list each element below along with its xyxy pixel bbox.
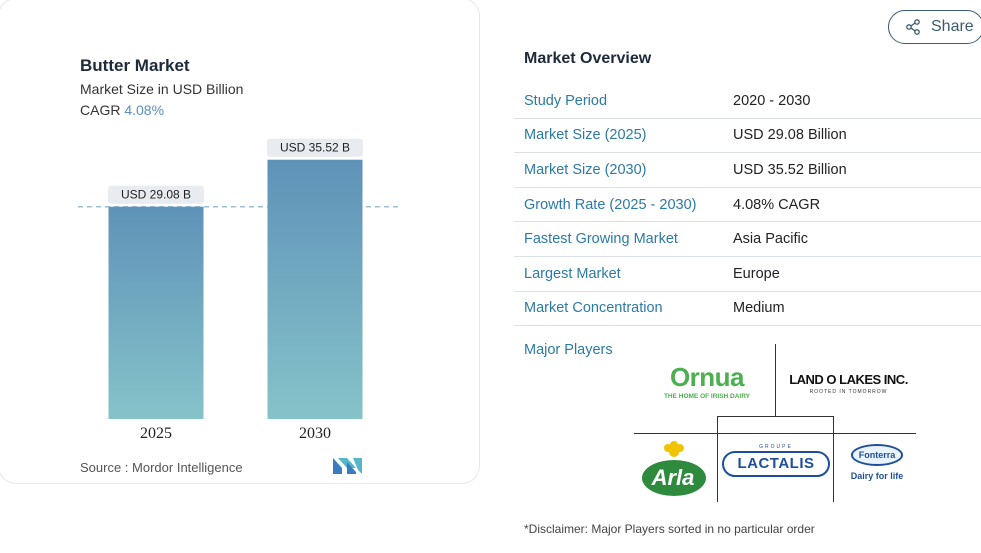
ornua-logo: Ornua THE HOME OF IRISH DAIRY bbox=[652, 364, 762, 400]
cagr-label: CAGR bbox=[80, 102, 121, 118]
overview-row-label: Fastest Growing Market bbox=[524, 231, 678, 248]
bar-chart: USD 29.08 B 2025 USD 35.52 B 2030 bbox=[78, 138, 400, 442]
arla-name: Arla bbox=[651, 465, 695, 490]
data-label: USD 35.52 B bbox=[280, 141, 350, 155]
data-label-bg bbox=[108, 185, 204, 204]
overview-title: Market Overview bbox=[524, 50, 652, 67]
overview-row-label: Market Size (2030) bbox=[524, 161, 647, 178]
overview-row: Study Period 2020 - 2030 bbox=[514, 84, 981, 119]
overview-row-value: 2020 - 2030 bbox=[733, 92, 811, 109]
overview-row-value: Medium bbox=[733, 300, 785, 317]
ornua-tagline: THE HOME OF IRISH DAIRY bbox=[663, 393, 751, 400]
major-players-title: Major Players bbox=[524, 342, 613, 358]
ornua-name: Ornua bbox=[669, 362, 745, 392]
lactalis-name: LACTALIS bbox=[722, 451, 830, 477]
chart-source: Source : Mordor Intelligence bbox=[80, 460, 243, 475]
overview-row-label: Study Period bbox=[524, 92, 608, 109]
overview-table: Study Period 2020 - 2030 Market Size (2025… bbox=[514, 84, 981, 327]
major-players-grid: Ornua THE HOME OF IRISH DAIRY LAND O LAK… bbox=[634, 344, 916, 502]
chart-subtitle: Market Size in USD Billion bbox=[80, 81, 244, 97]
fonterra-tagline: Dairy for life bbox=[850, 471, 904, 481]
x-tick-label: 2025 bbox=[140, 425, 172, 442]
overview-row-value: Europe bbox=[733, 265, 780, 282]
lactalis-logo: GROUPE LACTALIS bbox=[722, 444, 830, 480]
disclaimer: *Disclaimer: Major Players sorted in no … bbox=[524, 522, 815, 536]
overview-row-label: Market Concentration bbox=[524, 300, 663, 317]
chart-cagr: CAGR 4.08% bbox=[80, 102, 164, 118]
overview-row-label: Growth Rate (2025 - 2030) bbox=[524, 196, 697, 213]
land-o-lakes-name: LAND O LAKES INC. bbox=[789, 372, 908, 387]
fonterra-name: Fonterra bbox=[850, 444, 904, 466]
source-label: Source : bbox=[80, 460, 129, 475]
share-icon bbox=[906, 19, 920, 35]
overview-row-label: Largest Market bbox=[524, 265, 621, 282]
arla-icon bbox=[642, 441, 706, 496]
bar-2025 bbox=[108, 206, 204, 419]
overview-row-value: 4.08% CAGR bbox=[733, 196, 821, 213]
data-label-bg bbox=[267, 138, 363, 157]
bar-2030 bbox=[267, 159, 363, 420]
share-button[interactable]: Share bbox=[888, 10, 981, 44]
chart-card bbox=[0, 0, 480, 484]
overview-row-value: USD 29.08 Billion bbox=[733, 127, 847, 144]
x-tick-label: 2030 bbox=[299, 425, 331, 442]
overview-row: Largest Market Europe bbox=[514, 257, 981, 292]
arla-logo: Arla bbox=[638, 440, 708, 498]
mordor-intelligence-logo bbox=[333, 458, 362, 474]
cagr-value: 4.08% bbox=[124, 102, 165, 118]
overview-row-value: Asia Pacific bbox=[733, 231, 808, 248]
lactalis-groupe: GROUPE bbox=[759, 444, 793, 450]
overview-row: Market Size (2025) USD 29.08 Billion bbox=[514, 119, 981, 154]
overview-row: Growth Rate (2025 - 2030) 4.08% CAGR bbox=[514, 188, 981, 223]
overview-row-value: USD 35.52 Billion bbox=[733, 161, 847, 178]
fonterra-logo: Fonterra Dairy for life bbox=[842, 444, 912, 481]
overview-row-label: Market Size (2025) bbox=[524, 127, 647, 144]
overview-row: Market Concentration Medium bbox=[514, 292, 981, 327]
source-value: Mordor Intelligence bbox=[132, 460, 243, 475]
land-o-lakes-logo: LAND O LAKES INC. ROOTED IN TOMORROW bbox=[786, 372, 911, 395]
chart-title: Butter Market bbox=[80, 56, 190, 75]
share-label: Share bbox=[931, 18, 974, 35]
overview-row: Market Size (2030) USD 35.52 Billion bbox=[514, 153, 981, 188]
data-label: USD 29.08 B bbox=[121, 188, 191, 202]
land-o-lakes-tagline: ROOTED IN TOMORROW bbox=[809, 389, 888, 395]
overview-row: Fastest Growing Market Asia Pacific bbox=[514, 222, 981, 257]
